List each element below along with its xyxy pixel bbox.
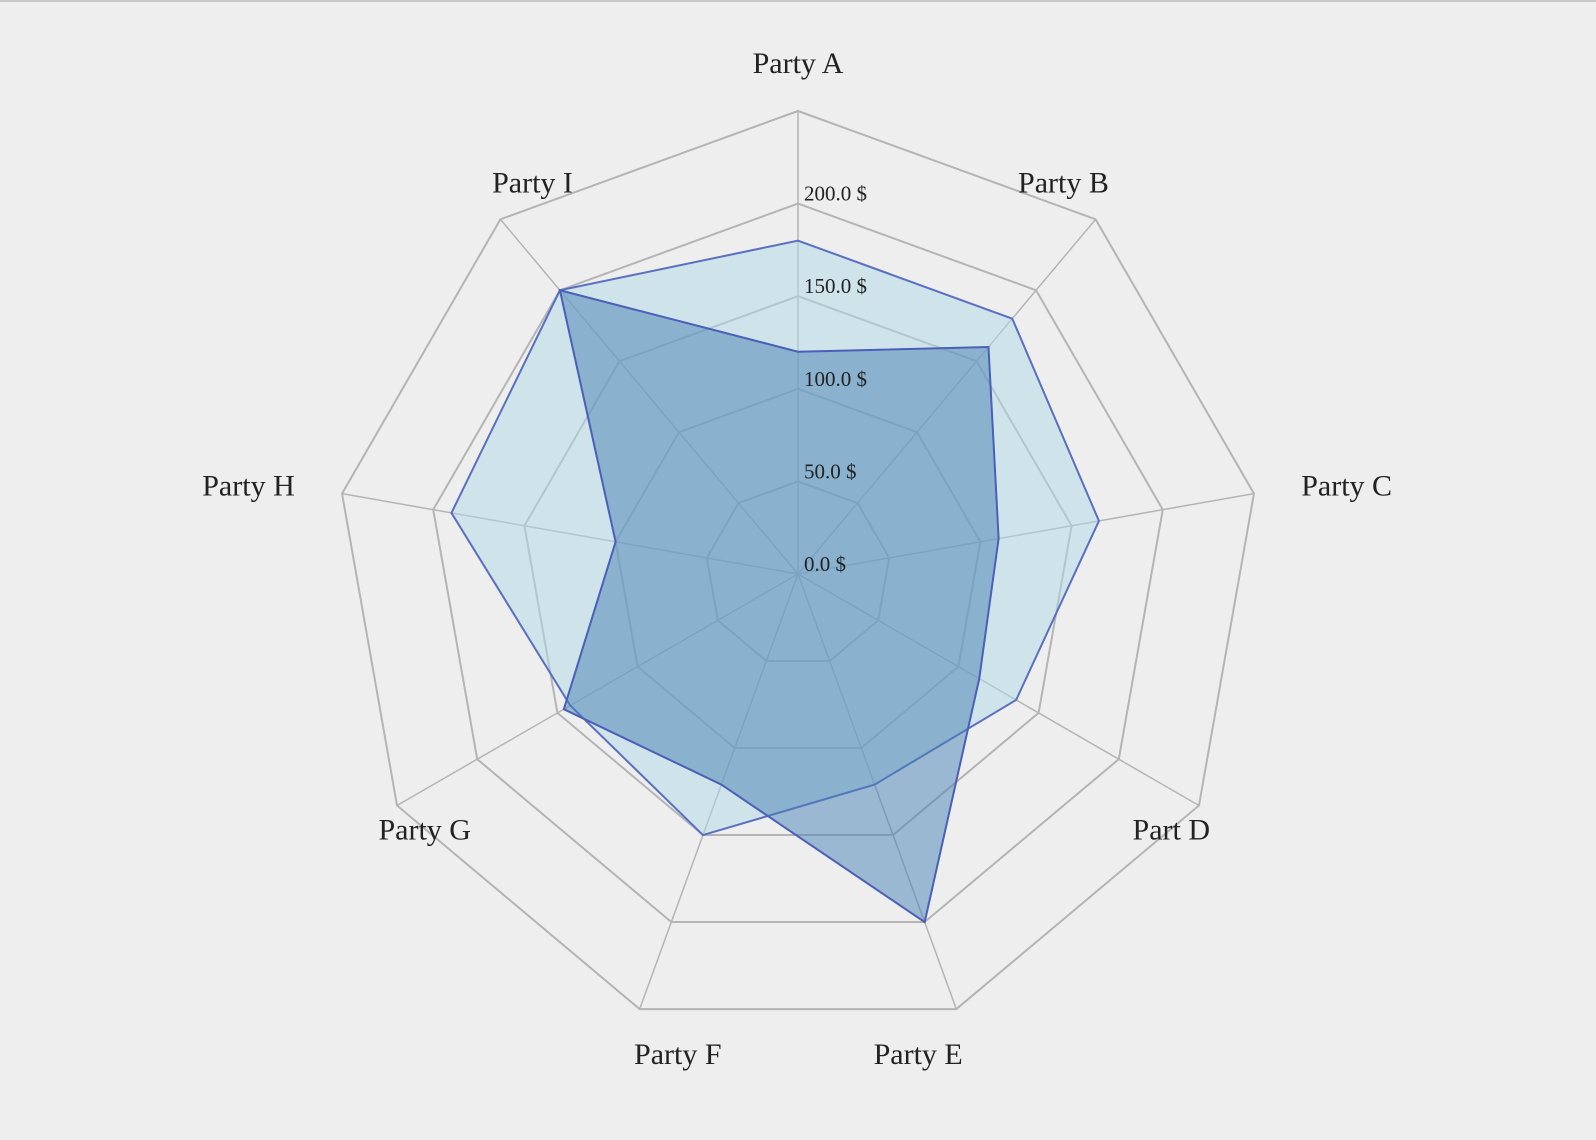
category-label: Party G <box>378 814 471 847</box>
category-label: Party E <box>874 1038 963 1071</box>
grid-ring <box>340 109 1256 1011</box>
category-label: Party B <box>1018 167 1109 200</box>
tick-label: 150.0 $ <box>804 274 867 298</box>
radar-series <box>450 239 1101 924</box>
grid-ring <box>432 202 1164 924</box>
category-label: Party F <box>634 1038 722 1071</box>
category-labels: Party A Party B Party C Part D Party E Party … <box>202 47 1392 1071</box>
category-label: Party C <box>1301 469 1392 502</box>
category-label: Party H <box>202 469 295 502</box>
series-2-area <box>558 288 1000 924</box>
tick-label: 50.0 $ <box>804 459 857 483</box>
tick-label: 0.0 $ <box>804 552 846 576</box>
category-label: Party I <box>492 167 573 200</box>
category-label: Party A <box>753 47 844 80</box>
radial-tick-labels: 0.0 $ 50.0 $ 100.0 $ 150.0 $ 200.0 $ <box>804 182 867 576</box>
tick-label: 100.0 $ <box>804 367 867 391</box>
tick-label: 200.0 $ <box>804 182 867 206</box>
category-label: Part D <box>1133 814 1211 847</box>
